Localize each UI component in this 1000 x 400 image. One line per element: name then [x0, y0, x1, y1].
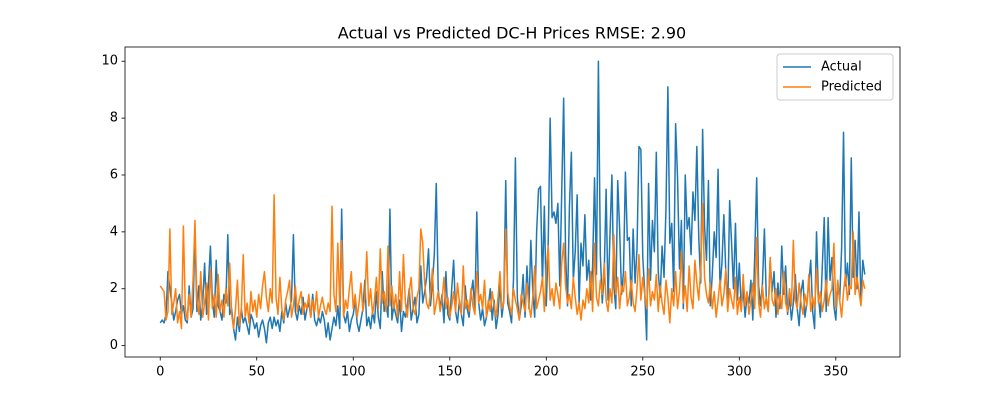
legend-label: Predicted [821, 80, 882, 95]
x-tick-label: 100 [341, 365, 366, 380]
x-tick-label: 250 [630, 365, 655, 380]
axes-frame [124, 46, 901, 358]
y-tick-label: 0 [110, 338, 118, 353]
y-tick-label: 8 [110, 111, 118, 126]
chart-title: Actual vs Predicted DC-H Prices RMSE: 2.… [338, 24, 686, 43]
legend-box [776, 53, 894, 101]
x-tick-label: 50 [248, 365, 265, 380]
x-tick-label: 200 [534, 365, 559, 380]
x-tick-label: 300 [727, 365, 752, 380]
x-tick-label: 0 [156, 365, 164, 380]
legend-label: Actual [821, 60, 862, 75]
y-tick-label: 4 [110, 224, 118, 239]
x-tick-label: 350 [823, 365, 848, 380]
y-tick-label: 6 [110, 167, 118, 182]
data-line [159, 194, 866, 330]
y-tick-label: 10 [101, 54, 118, 69]
y-tick-label: 2 [110, 281, 118, 296]
x-tick-label: 150 [437, 365, 462, 380]
